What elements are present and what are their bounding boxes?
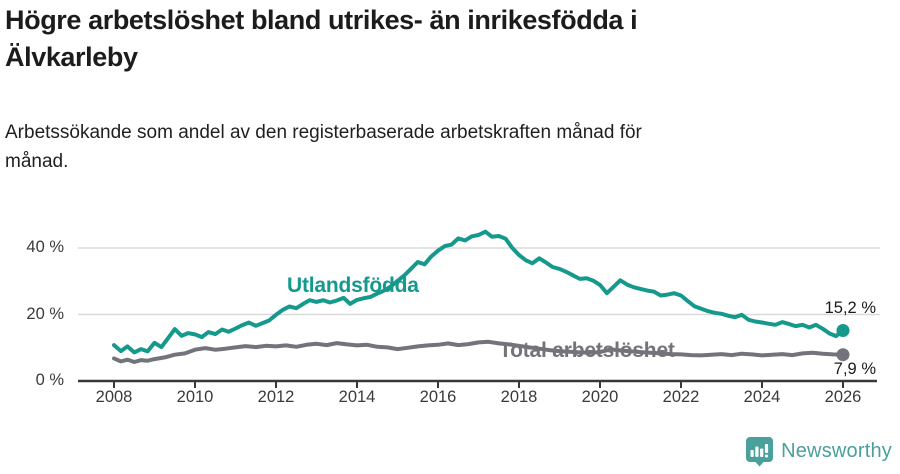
page-title: Högre arbetslöshet bland utrikes- än inr… [5,2,785,76]
utlandsfodda-line [112,229,845,355]
x-axis-ticks [113,381,844,388]
total-series-label: Total arbetslöshet [499,339,675,362]
page-title-line1: Högre arbetslöshet bland utrikes- än inr… [5,5,638,35]
chart-subtitle-line1: Arbetssökande som andel av den registerb… [5,122,642,143]
newsworthy-logo-link[interactable]: Newsworthy [745,436,892,467]
x-tick-label-2018: 2018 [500,388,538,406]
x-tick-label-2026: 2026 [824,388,862,406]
utlandsfodda-end-value-label: 15,2 % [824,299,876,317]
y-tick-label-0: 0 % [35,371,64,389]
y-tick-label-40: 40 % [26,238,64,256]
x-tick-label-2014: 2014 [338,388,376,406]
utlandsfodda-end-dot [836,324,850,337]
x-tick-label-2020: 2020 [581,388,619,406]
gridlines [78,247,880,316]
y-tick-label-20: 20 % [26,304,64,323]
x-tick-label-2010: 2010 [176,388,214,406]
newsworthy-icon [746,437,774,467]
chart-subtitle-line2: månad. [5,151,69,172]
total-end-dot [836,348,850,362]
x-tick-label-2024: 2024 [743,388,781,406]
chart-subtitle: Arbetssökande som andel av den registerb… [5,118,835,176]
x-tick-label-2022: 2022 [662,388,700,406]
x-tick-label-2012: 2012 [257,388,295,406]
x-tick-label-2008: 2008 [95,388,133,406]
total-end-value-label: 7,9 % [833,360,876,378]
total-arbetsloshet-line [112,339,845,364]
x-tick-label-2016: 2016 [419,388,457,406]
newsworthy-brand-text: Newsworthy [781,440,892,462]
page-title-line2: Älvkarleby [5,42,138,72]
utlandsfodda-series-label: Utlandsfödda [287,274,419,297]
